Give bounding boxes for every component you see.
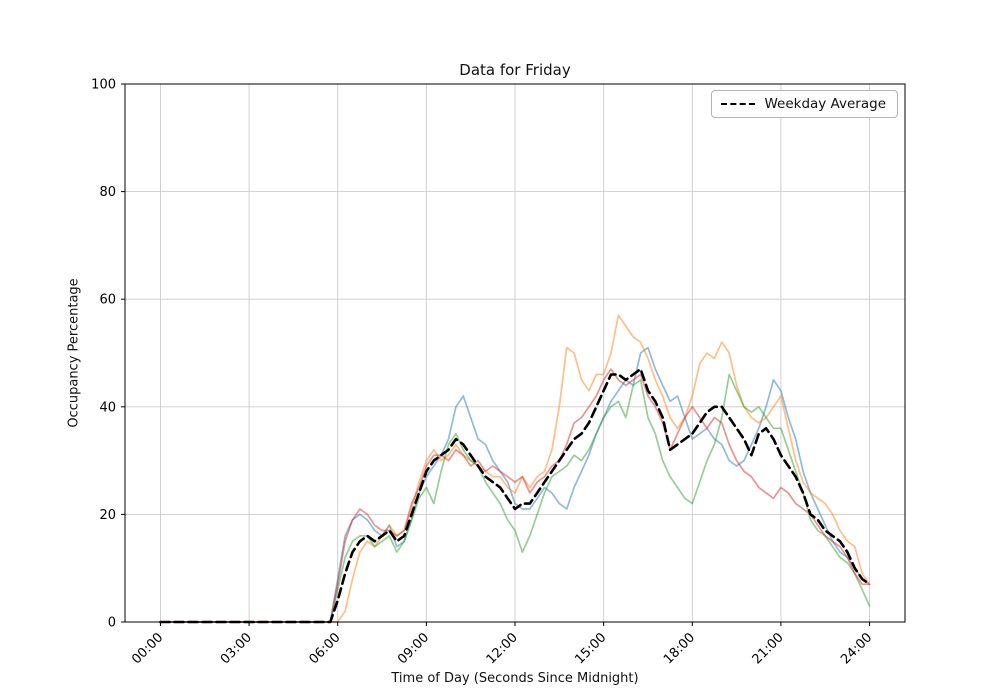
svg-text:06:00: 06:00 — [306, 630, 343, 667]
y-axis-label: Occupancy Percentage — [66, 278, 82, 428]
svg-text:24:00: 24:00 — [838, 630, 875, 667]
svg-text:21:00: 21:00 — [750, 630, 787, 667]
svg-text:100: 100 — [91, 78, 116, 93]
svg-text:00:00: 00:00 — [129, 630, 166, 667]
x-axis-label: Time of Day (Seconds Since Midnight) — [391, 671, 639, 686]
chart-title: Data for Friday — [459, 61, 571, 79]
svg-text:80: 80 — [99, 185, 116, 200]
legend: Weekday Average — [711, 90, 898, 118]
svg-text:12:00: 12:00 — [484, 630, 521, 667]
svg-text:0: 0 — [108, 616, 116, 631]
svg-text:18:00: 18:00 — [661, 630, 698, 667]
svg-text:20: 20 — [99, 508, 116, 523]
legend-label: Weekday Average — [764, 96, 886, 112]
svg-text:60: 60 — [99, 293, 116, 308]
svg-text:09:00: 09:00 — [395, 630, 432, 667]
svg-text:03:00: 03:00 — [218, 630, 255, 667]
svg-text:15:00: 15:00 — [572, 630, 609, 667]
dashed-line-icon — [721, 103, 756, 105]
svg-text:40: 40 — [99, 400, 116, 415]
